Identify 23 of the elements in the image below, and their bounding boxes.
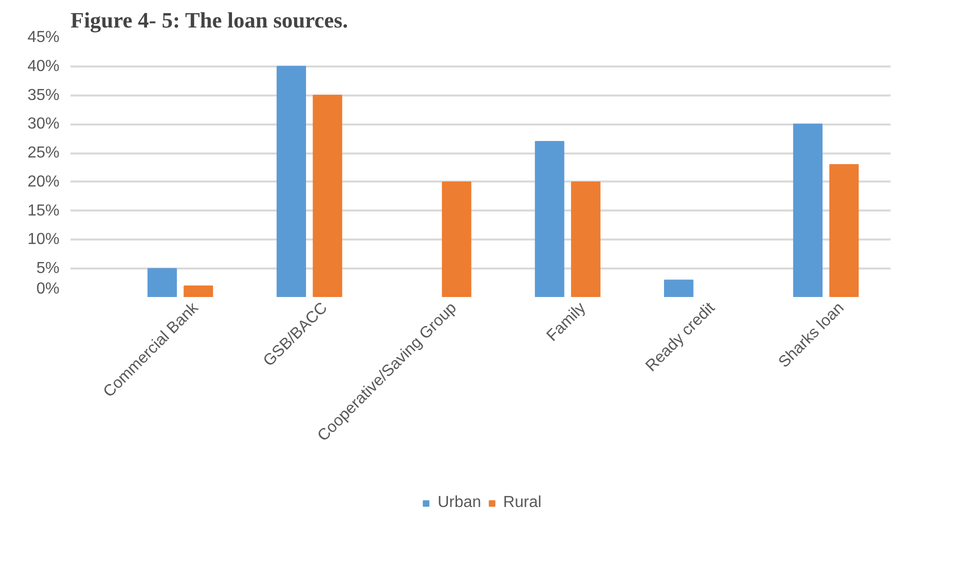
y-tick-label: 0% (36, 280, 60, 298)
bar (147, 268, 177, 297)
bar (793, 124, 823, 297)
y-tick-label: 35% (27, 86, 60, 104)
bar (442, 181, 472, 297)
y-tick-label: 10% (27, 231, 60, 248)
chart-title: Figure 4- 5: The loan sources. (70, 8, 348, 32)
bar (184, 285, 214, 297)
y-tick-label: 40% (27, 58, 60, 75)
legend-label: Urban (438, 494, 482, 512)
bar (312, 94, 342, 297)
bar (571, 181, 600, 297)
y-tick-label: 30% (27, 116, 60, 133)
bar (534, 141, 564, 297)
legend-label: Rural (503, 494, 542, 512)
y-tick-label: 25% (27, 144, 60, 162)
y-tick-label: 15% (27, 202, 60, 220)
bar (276, 66, 306, 297)
y-tick-label: 20% (27, 173, 60, 190)
y-tick-label: 45% (27, 29, 60, 46)
bar (829, 164, 859, 297)
bar (664, 280, 694, 297)
y-tick-label: 5% (36, 260, 60, 278)
